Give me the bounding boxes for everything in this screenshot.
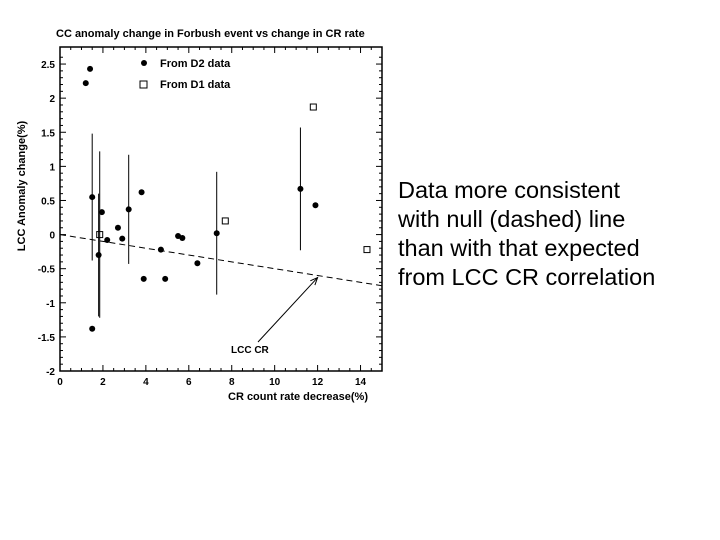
d2-data-point bbox=[87, 65, 94, 72]
d2-data-point bbox=[213, 230, 220, 237]
annotation: LCC CR bbox=[231, 276, 319, 356]
annotation-arrow bbox=[257, 277, 318, 343]
x-tick-label: 2 bbox=[100, 377, 106, 388]
y-tick-label: -1.5 bbox=[38, 333, 56, 344]
note-line: than with that expected bbox=[398, 235, 640, 261]
d1-data-point bbox=[221, 217, 229, 225]
y-tick-label: 2.5 bbox=[41, 60, 55, 71]
d2-data-point bbox=[179, 234, 186, 241]
d1-data-point bbox=[96, 231, 104, 239]
d1-data-point bbox=[309, 103, 317, 111]
d2-data-point bbox=[138, 189, 145, 196]
d2-data-point bbox=[119, 235, 126, 242]
x-tick-label: 12 bbox=[312, 377, 324, 388]
y-tick-label: -2 bbox=[46, 367, 55, 378]
x-tick-label: 0 bbox=[57, 377, 63, 388]
data-points bbox=[82, 65, 371, 332]
d2-data-point bbox=[95, 252, 102, 259]
y-tick-label: -0.5 bbox=[38, 265, 56, 276]
y-tick-label: 1 bbox=[49, 162, 55, 173]
x-tick-label: 8 bbox=[229, 377, 235, 388]
d2-data-point bbox=[125, 206, 132, 213]
legend-marker-d1 bbox=[139, 80, 148, 89]
y-tick-label: 0.5 bbox=[41, 196, 55, 207]
d2-data-point bbox=[104, 237, 111, 244]
x-tick-label: 4 bbox=[143, 377, 149, 388]
x-tick-label: 14 bbox=[355, 377, 367, 388]
plot-frame bbox=[59, 46, 383, 372]
y-tick-label: 1.5 bbox=[41, 128, 55, 139]
legend-label-d2: From D2 data bbox=[160, 58, 231, 70]
y-tick-label: 2 bbox=[49, 94, 55, 105]
d2-data-point bbox=[162, 275, 169, 282]
reference-line-group bbox=[59, 234, 383, 287]
legend-marker-d2 bbox=[141, 60, 147, 66]
d2-data-point bbox=[89, 194, 96, 201]
y-tick-label: -1 bbox=[46, 299, 55, 310]
d2-data-point bbox=[82, 80, 89, 87]
d2-data-point bbox=[157, 246, 164, 253]
y-axis-label: LCC Anomaly change(%) bbox=[16, 120, 28, 251]
d2-data-point bbox=[114, 224, 121, 231]
d2-data-point bbox=[140, 275, 147, 282]
d1-data-point bbox=[363, 246, 371, 254]
explanatory-note: Data more consistent with null (dashed) … bbox=[398, 176, 716, 292]
legend: From D2 data From D1 data bbox=[139, 58, 231, 91]
y-tick-label: 0 bbox=[49, 231, 55, 242]
d2-data-point bbox=[194, 260, 201, 267]
forbush-scatter-chart: CC anomaly change in Forbush event vs ch… bbox=[16, 28, 383, 403]
x-axis-label: CR count rate decrease(%) bbox=[228, 391, 368, 403]
annotation-arrowhead bbox=[310, 276, 319, 286]
x-tick-label: 6 bbox=[186, 377, 192, 388]
d2-data-point bbox=[89, 325, 96, 332]
note-line: from LCC CR correlation bbox=[398, 264, 656, 290]
legend-label-d1: From D1 data bbox=[160, 79, 231, 91]
axis-ticks: 0 2 4 6 8 10 12 14 -2 -1.5 -1 -0.5 0 0.5 1 1.5 2 2.5 bbox=[38, 47, 382, 388]
chart-title: CC anomaly change in Forbush event vs ch… bbox=[56, 28, 365, 40]
d2-data-point bbox=[312, 202, 319, 209]
d2-data-point bbox=[297, 185, 304, 192]
annotation-label: LCC CR bbox=[231, 345, 270, 356]
x-tick-label: 10 bbox=[269, 377, 281, 388]
note-line: Data more consistent bbox=[398, 177, 621, 203]
note-line: with null (dashed) line bbox=[398, 206, 626, 232]
d2-data-point bbox=[98, 209, 105, 216]
dashed-null-line bbox=[59, 234, 383, 287]
